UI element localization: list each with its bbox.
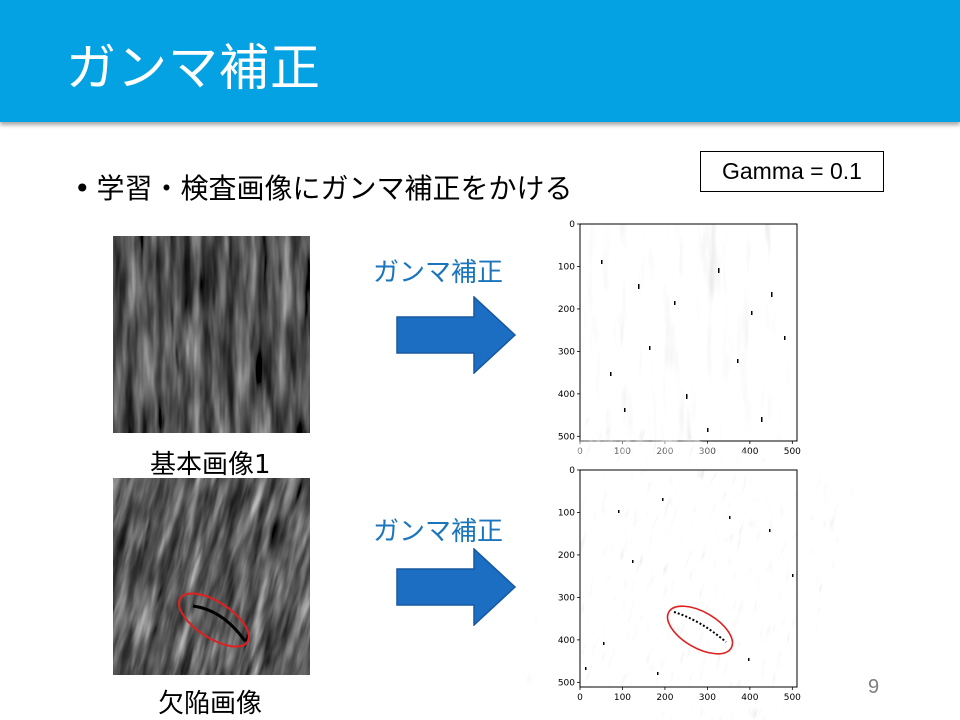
x-tick-label: 400 — [741, 447, 758, 457]
y-tick-label: 100 — [558, 508, 575, 518]
defect-highlight-ellipse — [178, 592, 250, 648]
slide-title: ガンマ補正 — [66, 39, 321, 97]
gamma-value-box: Gamma = 0.1 — [700, 151, 884, 192]
plot-speckles — [601, 260, 786, 432]
x-tick-label: 500 — [784, 693, 801, 703]
title-bar: ガンマ補正 — [0, 0, 960, 122]
base-image-1 — [113, 236, 310, 433]
gamma-label-1: ガンマ補正 — [373, 258, 504, 288]
y-tick-label: 500 — [558, 678, 575, 688]
y-tick-label: 300 — [558, 593, 575, 603]
x-tick-label: 300 — [699, 693, 716, 703]
x-tick-label: 500 — [784, 447, 801, 457]
plot-speckles — [585, 498, 794, 675]
y-tick-label: 400 — [558, 636, 575, 646]
defect-scratch — [192, 604, 247, 642]
defect-image — [113, 478, 310, 675]
y-tick-label: 200 — [558, 305, 575, 315]
x-tick-label: 100 — [614, 693, 631, 703]
x-tick-label: 200 — [656, 693, 673, 703]
bullet-text: 学習・検査画像にガンマ補正をかける — [96, 172, 573, 205]
y-tick-label: 300 — [558, 347, 575, 357]
x-tick-label: 400 — [741, 693, 758, 703]
y-tick-label: 0 — [569, 466, 575, 476]
page-number: 9 — [868, 676, 880, 698]
defect-highlight-ellipse — [666, 605, 734, 655]
bullet-point: • 学習・検査画像にガンマ補正をかける — [74, 167, 573, 207]
right-arrow-icon — [396, 296, 517, 374]
y-tick-label: 500 — [558, 432, 575, 442]
base-image-caption: 基本画像1 — [150, 450, 271, 480]
defect-trace — [673, 611, 727, 643]
bullet-marker: • — [74, 172, 91, 205]
y-tick-label: 400 — [558, 390, 575, 400]
defect-image-caption: 欠陥画像 — [158, 689, 263, 719]
gamma-label-2: ガンマ補正 — [373, 517, 504, 547]
right-arrow-icon — [396, 548, 517, 626]
y-tick-label: 200 — [558, 551, 575, 561]
x-tick-label: 0 — [577, 693, 583, 703]
y-tick-label: 0 — [569, 220, 575, 230]
gamma-plot-2: 0 100 200 300 400 500 0 100 200 300 400 500 — [519, 412, 856, 720]
y-tick-label: 100 — [558, 262, 575, 272]
